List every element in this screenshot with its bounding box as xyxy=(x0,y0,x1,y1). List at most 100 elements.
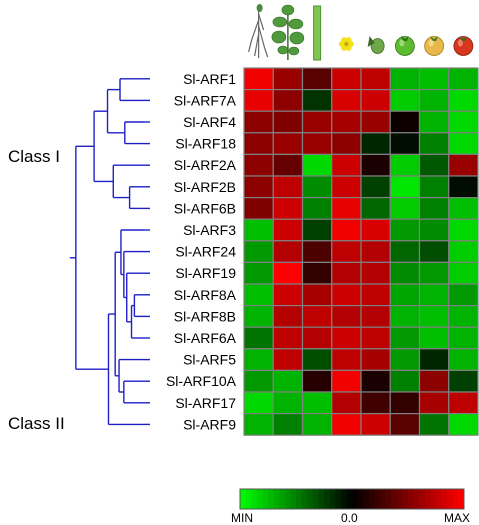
heatmap-cell xyxy=(360,240,391,264)
heatmap-cell xyxy=(448,132,479,156)
leaf-icon xyxy=(271,4,305,60)
color-scale-step xyxy=(374,489,381,509)
color-scale-max-label: MAX xyxy=(444,511,470,525)
heatmap-cell xyxy=(331,88,362,112)
color-scale-step xyxy=(284,489,291,509)
heatmap-cell xyxy=(272,261,304,285)
gene-label: Sl-ARF17 xyxy=(175,395,236,411)
heatmap-cell xyxy=(301,413,333,436)
heatmap-cell xyxy=(331,110,362,134)
heatmap-cell xyxy=(448,110,479,134)
heatmap-cell xyxy=(448,391,479,415)
heatmap-cell xyxy=(301,305,333,328)
stem-icon xyxy=(313,5,322,61)
heatmap-cell xyxy=(301,153,333,177)
heatmap-cell xyxy=(243,197,274,220)
heatmap-cell xyxy=(272,305,304,328)
color-scale-step xyxy=(324,489,330,509)
heatmap-cell xyxy=(331,305,362,328)
heatmap-cell xyxy=(331,391,362,415)
heatmap-cell xyxy=(389,283,421,307)
heatmap-cell xyxy=(448,88,479,112)
heatmap-cell xyxy=(360,369,391,393)
heatmap-cell xyxy=(272,88,304,112)
gene-label: Sl-ARF2A xyxy=(174,157,237,173)
heatmap-cell xyxy=(243,175,274,199)
heatmap-cell xyxy=(418,391,450,415)
heatmap-cell xyxy=(360,283,391,307)
heatmap-cell xyxy=(331,283,362,307)
heatmap-cell xyxy=(389,369,421,393)
heatmap-cell xyxy=(418,88,450,112)
heatmap-cell xyxy=(389,197,421,220)
color-scale-step xyxy=(447,489,454,509)
heatmap-cell xyxy=(448,413,479,436)
heatmap-cell xyxy=(448,305,479,328)
color-scale-step xyxy=(307,489,314,509)
heatmap-cell xyxy=(243,348,274,371)
small-fruit-icon xyxy=(367,36,385,54)
color-scale-step xyxy=(318,489,325,509)
heatmap-cell xyxy=(418,261,450,285)
heatmap-cell xyxy=(448,240,479,264)
heatmap-cell xyxy=(360,348,391,371)
heatmap-cell xyxy=(418,110,450,134)
heatmap-cell xyxy=(389,153,421,177)
heatmap-cell xyxy=(389,175,421,199)
heatmap-cell xyxy=(448,175,479,199)
color-scale-step xyxy=(436,489,442,509)
heatmap-cell xyxy=(389,67,421,91)
heatmap-cell xyxy=(301,197,333,220)
heatmap-cell xyxy=(418,240,450,264)
heatmap-cell xyxy=(243,326,274,350)
heatmap-cell xyxy=(360,413,391,436)
color-scale-step xyxy=(296,489,302,509)
color-scale-step xyxy=(408,489,414,509)
heatmap-cell xyxy=(272,175,304,199)
heatmap-cell xyxy=(418,218,450,242)
color-scale-step xyxy=(380,489,386,509)
heatmap-cell xyxy=(243,283,274,307)
gene-label: Sl-ARF3 xyxy=(183,222,236,238)
heatmap-cell xyxy=(331,197,362,220)
heatmap-cell xyxy=(301,88,333,112)
heatmap-cell xyxy=(360,110,391,134)
heatmap-cell xyxy=(360,326,391,350)
color-scale-step xyxy=(402,489,409,509)
color-scale-step xyxy=(256,489,263,509)
heatmap-cell xyxy=(331,218,362,242)
gene-label: Sl-ARF2B xyxy=(174,179,236,195)
green-fruit-icon xyxy=(394,36,415,56)
color-scale-step xyxy=(391,489,398,509)
heatmap-cell xyxy=(448,67,479,91)
heatmap-cell xyxy=(301,369,333,393)
gene-label: Sl-ARF5 xyxy=(183,352,236,368)
heatmap-cell xyxy=(243,391,274,415)
color-scale-step xyxy=(268,489,274,509)
heatmap-cell xyxy=(418,175,450,199)
heatmap-cell xyxy=(360,132,391,156)
gene-label: Sl-ARF10A xyxy=(166,373,237,389)
color-scale-step xyxy=(385,489,392,509)
heatmap-cell xyxy=(301,348,333,371)
heatmap-cell xyxy=(301,132,333,156)
heatmap-cell xyxy=(360,391,391,415)
heatmap-cell xyxy=(448,348,479,371)
heatmap-cell xyxy=(360,197,391,220)
heatmap-cell xyxy=(360,88,391,112)
red-fruit-icon xyxy=(453,36,474,56)
color-scale-step xyxy=(368,489,375,509)
heatmap-cell xyxy=(389,326,421,350)
color-scale-step xyxy=(413,489,420,509)
heatmap-cell xyxy=(301,240,333,264)
gene-label: Sl-ARF6B xyxy=(174,200,236,216)
color-scale-step xyxy=(312,489,319,509)
color-scale xyxy=(239,488,465,510)
heatmap-cell xyxy=(418,305,450,328)
color-scale-mid-label: 0.0 xyxy=(341,511,358,525)
color-scale-step xyxy=(430,489,437,509)
heatmap-cell xyxy=(448,197,479,220)
color-scale-step xyxy=(335,489,342,509)
heatmap-cells xyxy=(243,67,479,436)
color-scale-step xyxy=(346,489,353,509)
